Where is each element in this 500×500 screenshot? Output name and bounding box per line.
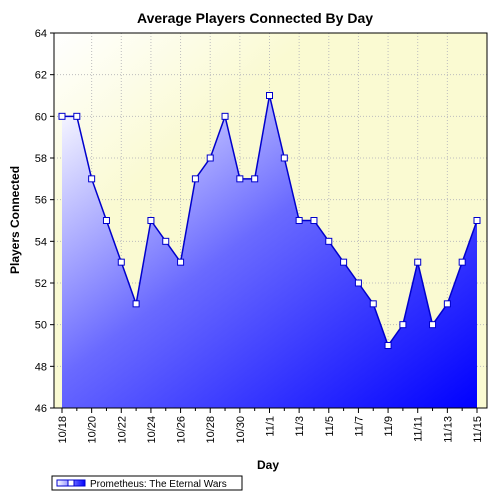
y-tick-label: 58 [35, 153, 47, 165]
series-area [62, 95, 477, 408]
data-point [147, 217, 155, 224]
y-tick-label: 56 [35, 195, 47, 207]
y-tick-label: 46 [35, 403, 47, 415]
x-tick-label: 10/18 [57, 416, 69, 444]
x-tick-label: 11/5 [324, 416, 336, 437]
data-point [251, 175, 259, 183]
x-tick-label: 11/9 [383, 416, 395, 437]
data-point [117, 258, 125, 266]
legend: Prometheus: The Eternal Wars [51, 475, 243, 491]
data-point [429, 321, 437, 329]
data-point [325, 237, 333, 245]
x-tick-label: 10/28 [205, 416, 217, 444]
x-tick-label: 10/20 [87, 416, 99, 444]
x-tick-label: 11/3 [294, 416, 306, 437]
data-point [399, 321, 407, 329]
data-point [280, 154, 288, 162]
y-tick-label: 52 [35, 278, 47, 290]
x-tick-label: 11/15 [472, 416, 484, 443]
x-axis-label: Day [257, 458, 279, 472]
data-point [310, 217, 318, 224]
data-point [384, 342, 392, 349]
data-point [162, 237, 170, 245]
data-point [354, 279, 362, 287]
x-axis-ticks: 10/18 10/20 10/22 10/24 10/26 10/28 10/30 11/1 1… [57, 408, 484, 444]
data-point [458, 258, 466, 266]
data-point [414, 258, 422, 266]
y-axis-ticks: 46 48 50 52 54 56 58 60 62 64 [35, 28, 54, 415]
data-point [266, 92, 273, 99]
chart-title: Average Players Connected By Day [137, 10, 373, 26]
data-point [473, 217, 481, 224]
data-point [443, 300, 451, 308]
data-point [58, 112, 66, 120]
y-tick-label: 54 [35, 236, 47, 248]
data-point [206, 154, 214, 162]
data-point [295, 217, 303, 224]
data-point [191, 175, 199, 183]
legend-marker [67, 479, 75, 487]
y-tick-label: 48 [35, 361, 47, 373]
data-point [340, 258, 348, 266]
series-markers [58, 92, 481, 349]
data-point [132, 300, 140, 308]
x-tick-label: 10/26 [176, 416, 188, 444]
x-tick-label: 11/11 [413, 416, 425, 442]
legend-box [51, 475, 243, 491]
y-tick-label: 50 [35, 320, 47, 332]
y-tick-label: 60 [35, 111, 47, 123]
legend-label: Prometheus: The Eternal Wars [90, 479, 227, 490]
y-tick-label: 64 [35, 28, 47, 40]
x-tick-label: 11/7 [353, 416, 365, 437]
x-tick-label: 10/22 [116, 416, 128, 444]
x-tick-label: 10/24 [146, 416, 158, 444]
data-point [369, 300, 377, 308]
x-tick-label: 11/13 [442, 416, 454, 443]
data-point [221, 112, 229, 120]
plot-border [53, 32, 488, 409]
data-point [236, 175, 244, 183]
data-point [102, 217, 110, 224]
data-point [73, 112, 81, 120]
y-axis-label: Players Connected [8, 166, 22, 274]
data-point [177, 258, 185, 266]
y-tick-label: 62 [35, 70, 47, 82]
x-tick-label: 10/30 [235, 416, 247, 444]
x-tick-label: 11/1 [265, 416, 277, 437]
data-point [88, 175, 96, 183]
